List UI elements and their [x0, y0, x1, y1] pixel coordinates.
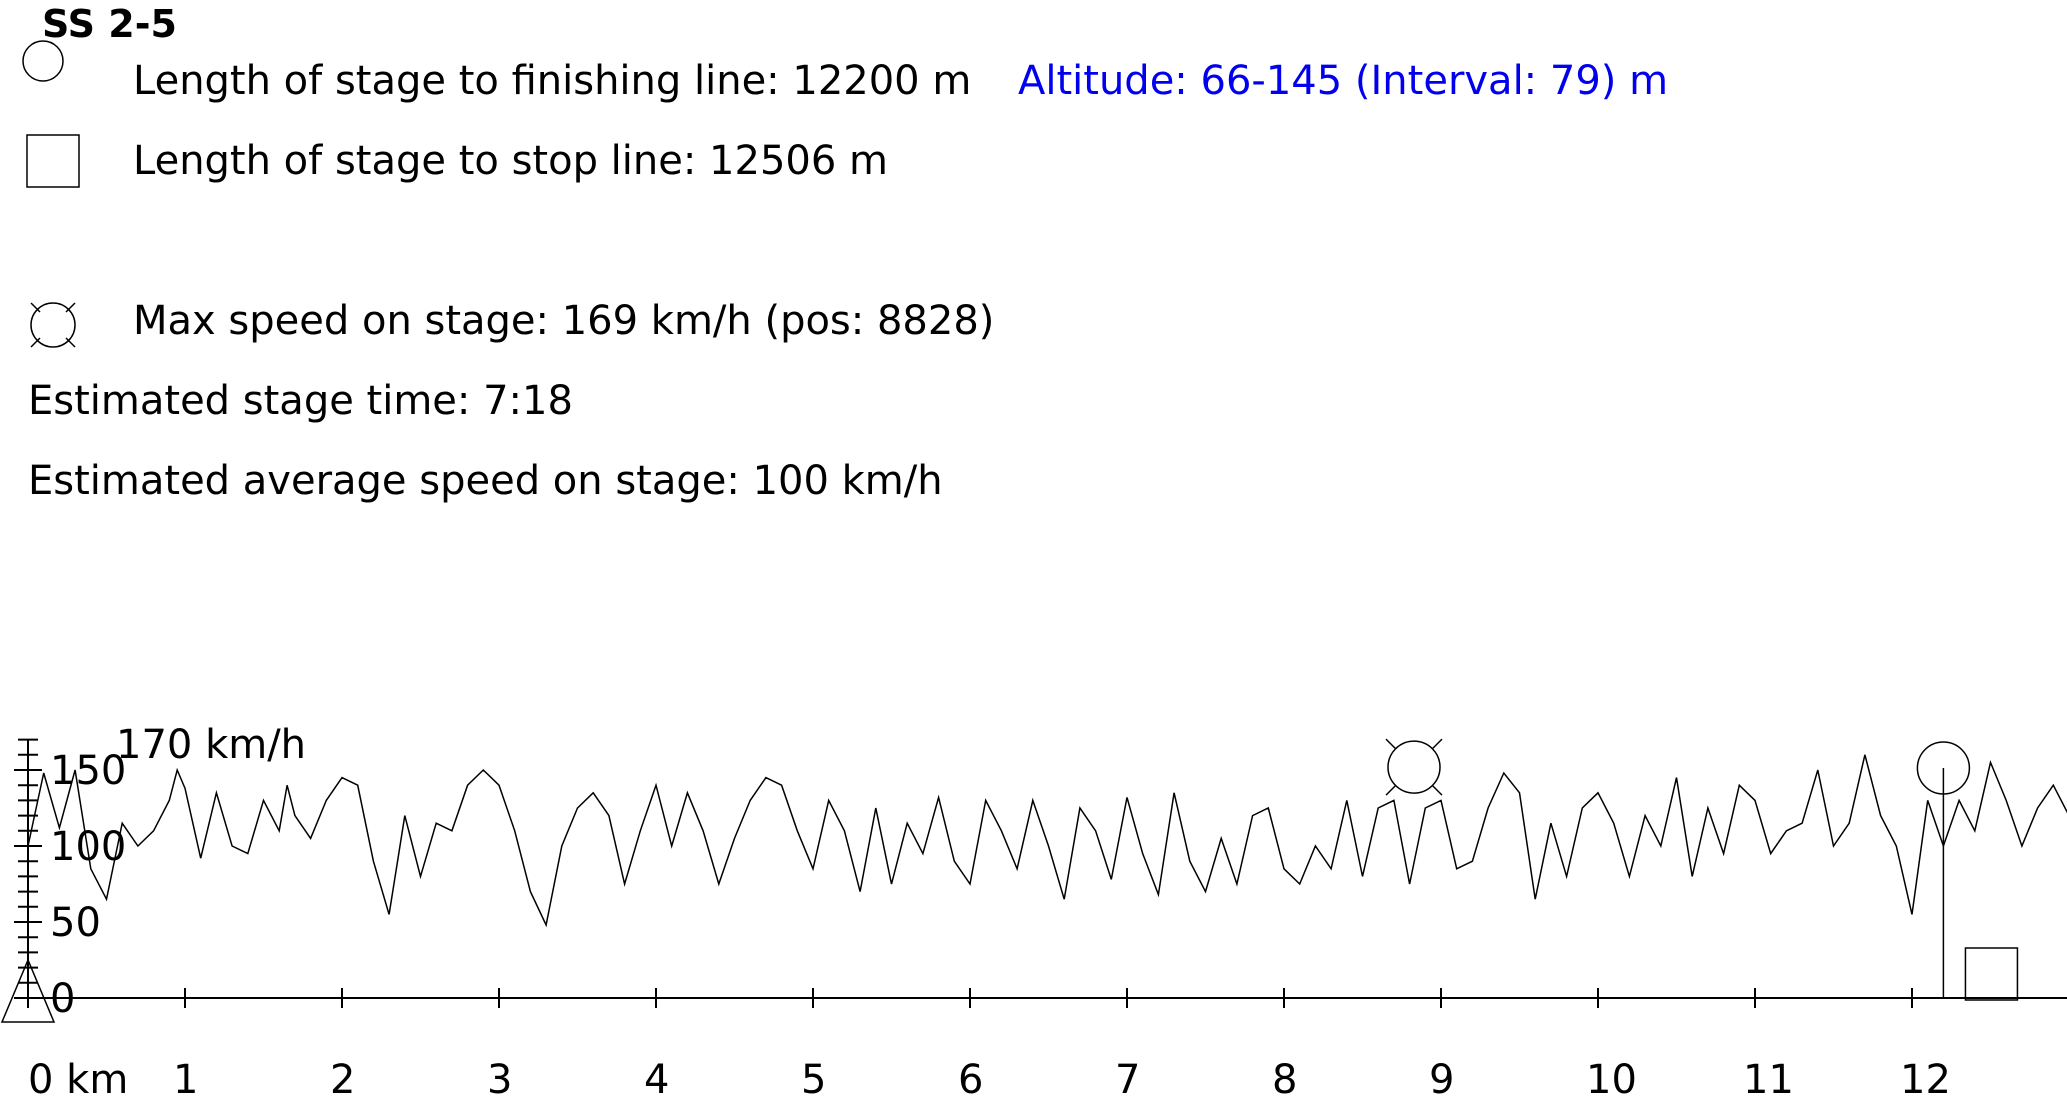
stage-time-text: Estimated stage time: 7:18 — [28, 378, 573, 424]
x-tick-label: 5 — [801, 1057, 826, 1103]
y-unit-label: 170 km/h — [116, 722, 306, 768]
series-layer — [27, 754, 2067, 928]
y-tick-label: 50 — [50, 900, 101, 946]
x-axis: 0 km 1 2 3 4 5 6 7 8 9 10 11 12 — [27, 988, 2067, 1103]
crossed-circle-icon — [30, 302, 76, 348]
x-tick-label: 6 — [958, 1057, 983, 1103]
circle-icon — [22, 40, 64, 82]
stop-marker — [1964, 947, 2019, 1001]
x-tick-label: 11 — [1743, 1057, 1794, 1103]
x-tick-label: 12 — [1900, 1057, 1951, 1103]
max-speed-text: Max speed on stage: 169 km/h (pos: 8828) — [133, 298, 995, 344]
marker-layer — [0, 738, 2019, 1023]
x-tick-label: 1 — [173, 1057, 198, 1103]
x-tick-label: 2 — [330, 1057, 355, 1103]
average-speed-text: Estimated average speed on stage: 100 km… — [28, 458, 943, 504]
x-tick-label: 3 — [487, 1057, 512, 1103]
x-tick-label: 7 — [1115, 1057, 1140, 1103]
square-icon — [26, 134, 80, 188]
max-speed-marker — [1385, 738, 1443, 796]
stop-length-text: Length of stage to stop line: 12506 m — [133, 138, 888, 184]
x-tick-label: 9 — [1429, 1057, 1454, 1103]
finish-marker — [1916, 741, 1971, 795]
altitude-text: Altitude: 66-145 (Interval: 79) m — [1018, 58, 1669, 104]
y-tick-label: 100 — [50, 824, 126, 870]
x-tick-label: 10 — [1586, 1057, 1637, 1103]
y-tick-label: 150 — [50, 748, 126, 794]
speed-line — [27, 754, 2067, 928]
finish-length-text: Length of stage to finishing line: 12200… — [133, 58, 972, 104]
x-tick-label: 0 km — [28, 1057, 128, 1103]
start-marker — [0, 958, 56, 1023]
x-tick-label: 8 — [1272, 1057, 1297, 1103]
x-tick-label: 4 — [644, 1057, 669, 1103]
stage-title: SS 2-5 — [42, 2, 177, 46]
